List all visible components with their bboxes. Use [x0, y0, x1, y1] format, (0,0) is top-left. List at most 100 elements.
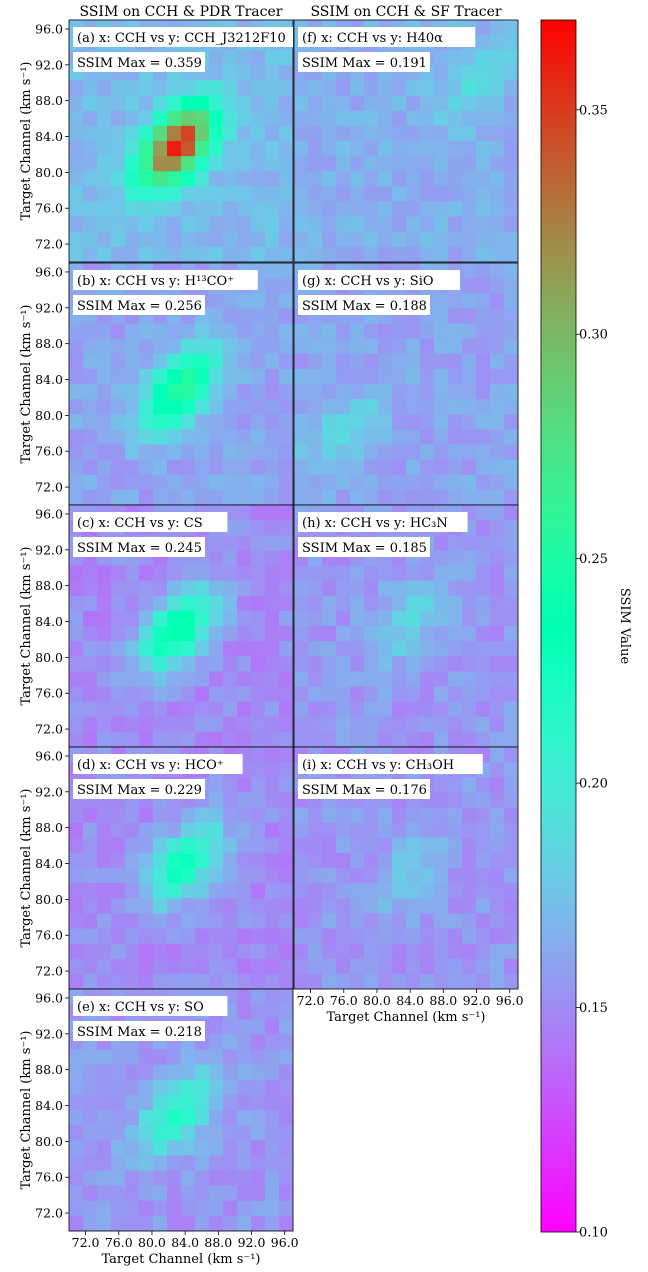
heatmap-cell	[237, 898, 252, 914]
heatmap-cell	[294, 231, 309, 248]
heatmap-cell	[251, 80, 266, 97]
heatmap-cell	[378, 686, 393, 703]
heatmap-cell	[490, 535, 505, 551]
heatmap-cell	[322, 429, 337, 445]
heatmap-cell	[504, 520, 519, 536]
heatmap-cell	[181, 1155, 196, 1171]
heatmap-cell	[195, 958, 210, 975]
heatmap-cell	[392, 837, 407, 854]
heatmap-cell	[490, 246, 505, 263]
heatmap-cell	[378, 656, 393, 672]
heatmap-cell	[308, 474, 323, 491]
heatmap-cell	[167, 807, 182, 824]
heatmap-cell	[364, 958, 379, 975]
heatmap-cell	[153, 353, 168, 370]
heatmap-cell	[237, 671, 252, 687]
heatmap-cell	[237, 852, 252, 869]
heatmap-cell	[69, 1170, 84, 1187]
heatmap-cell	[181, 1170, 196, 1187]
heatmap-cell	[364, 141, 379, 157]
panel-label: (h) x: CCH vs y: HC₃N	[302, 516, 448, 531]
heatmap-cell	[69, 1200, 84, 1217]
heatmap-cell	[279, 1049, 294, 1066]
heatmap-cell	[406, 868, 421, 884]
heatmap-cell	[279, 1094, 294, 1111]
heatmap-cell	[167, 852, 182, 869]
heatmap-cell	[336, 852, 351, 869]
heatmap-cell	[139, 1110, 154, 1126]
heatmap-cell	[420, 731, 435, 748]
heatmap-cell	[308, 368, 323, 385]
heatmap-cell	[392, 883, 407, 899]
heatmap-cell	[476, 20, 491, 36]
heatmap-cell	[209, 399, 224, 415]
heatmap-cell	[490, 958, 505, 975]
heatmap-cell	[181, 186, 196, 202]
heatmap-cell	[392, 368, 407, 385]
heatmap-cell	[223, 186, 238, 202]
heatmap-cell	[195, 1094, 210, 1111]
heatmap-cell	[195, 943, 210, 960]
heatmap-cell	[83, 338, 98, 355]
heatmap-cell	[153, 1064, 168, 1081]
heatmap-cell	[308, 156, 323, 172]
heatmap-cell	[279, 429, 294, 445]
heatmap-cell	[69, 958, 84, 975]
heatmap-cell	[392, 399, 407, 415]
heatmap-cell	[420, 444, 435, 461]
heatmap-cell	[111, 626, 126, 642]
heatmap-cell	[392, 565, 407, 582]
heatmap-cell	[308, 186, 323, 202]
heatmap-cell	[111, 1110, 126, 1126]
heatmap-cell	[83, 807, 98, 824]
heatmap-cell	[209, 837, 224, 854]
heatmap-cell	[251, 65, 266, 81]
heatmap-cell	[139, 1215, 154, 1232]
heatmap-cell	[279, 278, 294, 294]
heatmap-cell	[251, 565, 266, 582]
heatmap-cell	[167, 1049, 182, 1066]
heatmap-cell	[476, 429, 491, 445]
heatmap-cell	[364, 110, 379, 127]
heatmap-cell	[279, 928, 294, 945]
heatmap-cell	[125, 1110, 140, 1126]
heatmap-cell	[378, 928, 393, 945]
heatmap-cell	[97, 1110, 112, 1126]
heatmap-cell	[125, 186, 140, 202]
heatmap-cell	[237, 686, 252, 703]
heatmap-cell	[420, 595, 435, 612]
heatmap-cell	[69, 246, 84, 263]
heatmap-cell	[294, 837, 309, 854]
heatmap-cell	[448, 95, 463, 112]
heatmap-cell	[195, 913, 210, 929]
heatmap-cell	[83, 186, 98, 202]
heatmap-cell	[265, 368, 280, 385]
heatmap-cell	[265, 716, 280, 733]
heatmap-cell	[139, 898, 154, 914]
heatmap-cell	[167, 246, 182, 263]
heatmap-cell	[111, 474, 126, 491]
heatmap-cell	[223, 444, 238, 461]
y-tick-label: 88.0	[35, 1062, 63, 1077]
panel-label-box	[73, 512, 228, 532]
heatmap-cell	[223, 368, 238, 385]
heatmap-cell	[294, 201, 309, 218]
heatmap-cell	[139, 580, 154, 597]
heatmap-cell	[251, 928, 266, 945]
y-tick-label: 96.0	[35, 748, 63, 763]
heatmap-cell	[223, 246, 238, 263]
heatmap-cell	[195, 323, 210, 340]
heatmap-cell	[504, 716, 519, 733]
heatmap-cell	[378, 384, 393, 400]
heatmap-cell	[251, 610, 266, 627]
heatmap-cell	[83, 883, 98, 899]
heatmap-cell	[504, 837, 519, 854]
heatmap-cell	[69, 898, 84, 914]
heatmap-cell	[322, 489, 337, 506]
heatmap-cell	[490, 231, 505, 248]
heatmap-cell	[378, 414, 393, 430]
heatmap-cell	[504, 610, 519, 627]
heatmap-cell	[490, 50, 505, 66]
heatmap-cell	[420, 822, 435, 839]
heatmap-cell	[378, 837, 393, 854]
